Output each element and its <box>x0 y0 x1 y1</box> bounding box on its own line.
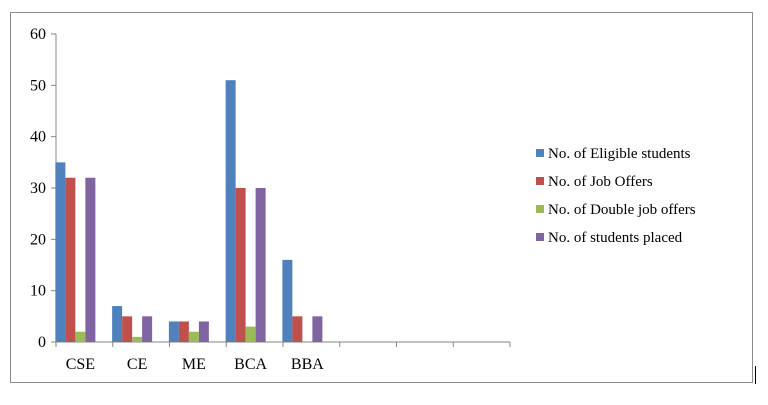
y-tick-label: 20 <box>30 231 46 248</box>
text-cursor <box>755 366 756 384</box>
chart: 0 10 20 30 40 50 60 CSE CE ME BCA BBA No. of Eligi… <box>30 26 696 373</box>
bar-bca-series-2 <box>245 326 256 342</box>
x-tick-label: BBA <box>291 356 324 373</box>
bar-me-series-0 <box>168 321 179 342</box>
bars <box>55 80 323 342</box>
legend-label: No. of Job Offers <box>548 174 653 190</box>
legend-label: No. of students placed <box>548 230 683 246</box>
bar-bba-series-3 <box>312 316 323 342</box>
legend: No. of Eligible students No. of Job Offer… <box>536 146 696 246</box>
bar-ce-series-2 <box>132 336 143 342</box>
legend-swatch <box>536 205 544 213</box>
legend-swatch <box>536 177 544 185</box>
bar-bca-series-1 <box>235 188 246 342</box>
x-tick-label: CE <box>127 356 147 373</box>
y-tick-label: 0 <box>38 334 46 351</box>
legend-label: No. of Eligible students <box>548 146 691 162</box>
y-tick-label: 10 <box>30 283 46 300</box>
y-tick-labels: 0 10 20 30 40 50 60 <box>30 26 46 351</box>
bar-me-series-2 <box>188 331 199 342</box>
bar-cse-series-0 <box>55 162 66 342</box>
bar-cse-series-1 <box>65 177 76 342</box>
y-tick-label: 60 <box>30 26 46 43</box>
x-tick-label: CSE <box>66 356 95 373</box>
bar-bca-series-0 <box>225 80 236 342</box>
y-tick-label: 30 <box>30 180 46 197</box>
x-tick-label: ME <box>182 356 206 373</box>
legend-swatch <box>536 149 544 157</box>
bar-me-series-3 <box>198 321 209 342</box>
bar-ce-series-0 <box>112 306 123 342</box>
bar-cse-series-2 <box>75 331 86 342</box>
bar-ce-series-1 <box>122 316 133 342</box>
chart-frame: 0 10 20 30 40 50 60 CSE CE ME BCA BBA No. of Eligi… <box>10 12 753 383</box>
x-tick-label: BCA <box>234 356 267 373</box>
bar-bba-series-1 <box>292 316 303 342</box>
bar-me-series-1 <box>178 321 189 342</box>
y-tick-label: 40 <box>30 129 46 146</box>
axes <box>51 33 511 347</box>
legend-label: No. of Double job offers <box>548 202 696 218</box>
bar-bba-series-0 <box>282 259 293 342</box>
bar-cse-series-3 <box>85 177 96 342</box>
y-tick-label: 50 <box>30 77 46 94</box>
bar-bca-series-3 <box>255 188 266 342</box>
x-tick-labels: CSE CE ME BCA BBA <box>66 356 325 373</box>
bar-ce-series-3 <box>142 316 153 342</box>
legend-swatch <box>536 233 544 241</box>
